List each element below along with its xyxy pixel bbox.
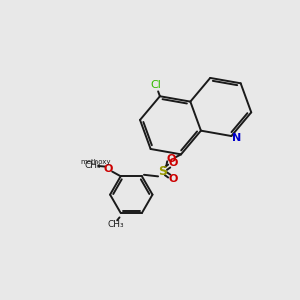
Text: Cl: Cl [150, 80, 161, 90]
Text: S: S [158, 165, 167, 178]
Text: O: O [167, 154, 176, 164]
Text: N: N [232, 133, 241, 142]
Text: O: O [169, 174, 178, 184]
Text: methoxy: methoxy [81, 158, 111, 164]
Text: CH₃: CH₃ [85, 161, 101, 170]
Text: O: O [169, 158, 178, 168]
Text: CH₃: CH₃ [108, 220, 124, 229]
Text: O: O [103, 164, 113, 174]
